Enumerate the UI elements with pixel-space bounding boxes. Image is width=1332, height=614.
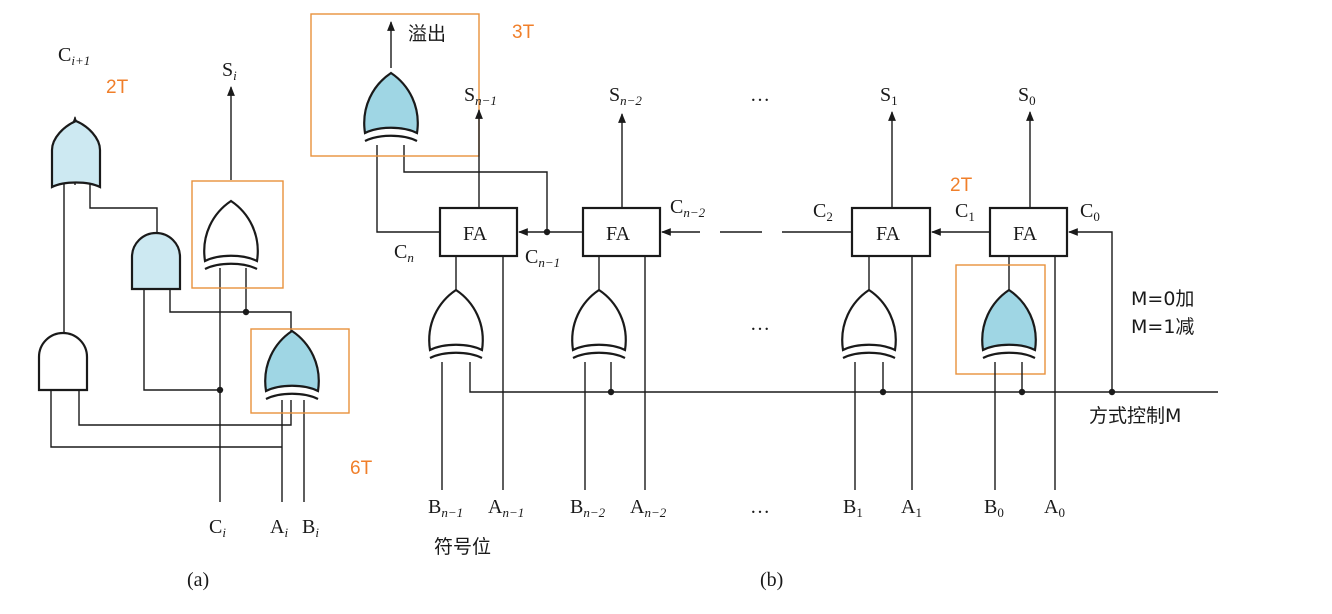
caption-b: (b) (760, 569, 783, 591)
label-c2: C2 (813, 200, 833, 224)
highlight-box-xor (250, 328, 350, 414)
label-b-1: B1 (843, 496, 863, 520)
label-c0: C0 (1080, 200, 1100, 224)
highlight-box-xor-b0 (955, 264, 1046, 375)
xor-gate-b-0 (981, 288, 1037, 360)
junction-dot (1108, 388, 1116, 396)
xor-gate-b-n1 (428, 288, 484, 360)
fa-box-1: FA (850, 206, 932, 258)
delay-2t-b: 2T (950, 175, 973, 196)
xor-gate-b-1 (841, 288, 897, 360)
and-gate-top (130, 231, 182, 291)
xor-gate-propagate (264, 329, 320, 401)
label-s-0: S0 (1018, 84, 1036, 108)
label-cn2: Cn−2 (670, 196, 706, 220)
label-cout: Ci+1 (58, 44, 90, 68)
wire-and-bottom-a (50, 389, 282, 448)
xor-gate-b-n2 (571, 288, 627, 360)
label-a-1: A1 (901, 496, 922, 520)
carry-c0 (1068, 228, 1113, 392)
label-s-1: S1 (880, 84, 898, 108)
label-a-n1: An−1 (488, 496, 524, 520)
label-b-0: B0 (984, 496, 1004, 520)
delay-6t: 6T (350, 458, 373, 479)
ellipsis-mid: … (750, 313, 770, 335)
delay-3t: 3T (512, 22, 535, 43)
highlight-box-sum (191, 180, 284, 289)
fa-box-0: FA (988, 206, 1069, 258)
wire-or-to-and-top (89, 184, 158, 240)
caption-a: (a) (187, 569, 209, 591)
svg-text:FA: FA (463, 223, 488, 245)
label-s-n2: Sn−2 (609, 84, 642, 108)
wire-cn-to-xor (376, 145, 440, 233)
label-b-n1: Bn−1 (428, 496, 463, 520)
label-sum: Si (222, 59, 237, 83)
label-b-n2: Bn−2 (570, 496, 606, 520)
mode-control-bus (469, 362, 1218, 393)
label-ai: Ai (270, 516, 288, 540)
junction-dot (216, 386, 224, 394)
or-gate-carry (50, 119, 102, 189)
label-ci: Ci (209, 516, 226, 540)
xor-gate-sum (203, 199, 259, 271)
junction-dot (242, 308, 250, 316)
label-mode-control: 方式控制M (1089, 405, 1181, 427)
wire-cn1-to-xor (403, 145, 548, 232)
svg-text:FA: FA (876, 223, 901, 245)
label-mode-add: M=0加 (1131, 288, 1194, 310)
junction-dot (1018, 388, 1026, 396)
fa-box-n1: FA (438, 206, 519, 258)
svg-text:FA: FA (606, 223, 631, 245)
label-overflow: 溢出 (408, 23, 446, 45)
fa-box-n2: FA (581, 206, 662, 258)
label-bi: Bi (302, 516, 319, 540)
label-mode-sub: M=1减 (1131, 316, 1194, 338)
label-c1: C1 (955, 200, 975, 224)
junction-dot (879, 388, 887, 396)
and-gate-bottom (37, 331, 89, 392)
ellipsis-bottom: … (750, 496, 770, 518)
wire-and-bottom-b (78, 389, 292, 426)
highlight-box-overflow (310, 13, 480, 157)
label-a-0: A0 (1044, 496, 1065, 520)
junction-dot (607, 388, 615, 396)
junction-dot (543, 228, 551, 236)
xor-gate-overflow (363, 71, 419, 143)
wire-p (169, 288, 292, 339)
panel-a: Ci+1 2T Si 6T Ci Ai Bi (a) (37, 44, 373, 591)
svg-text:FA: FA (1013, 223, 1038, 245)
ellipsis-top: … (750, 84, 770, 106)
label-cn: Cn (394, 241, 414, 265)
label-cn1: Cn−1 (525, 246, 560, 270)
panel-b: 溢出 3T Sn−1 Sn−2 S1 S0 … FA FA FA (310, 13, 1218, 591)
label-s-n1: Sn−1 (464, 84, 497, 108)
label-sign-bit: 符号位 (434, 536, 491, 558)
delay-2t-a: 2T (106, 77, 129, 98)
wire-ci-to-and (143, 288, 220, 391)
label-a-n2: An−2 (630, 496, 667, 520)
